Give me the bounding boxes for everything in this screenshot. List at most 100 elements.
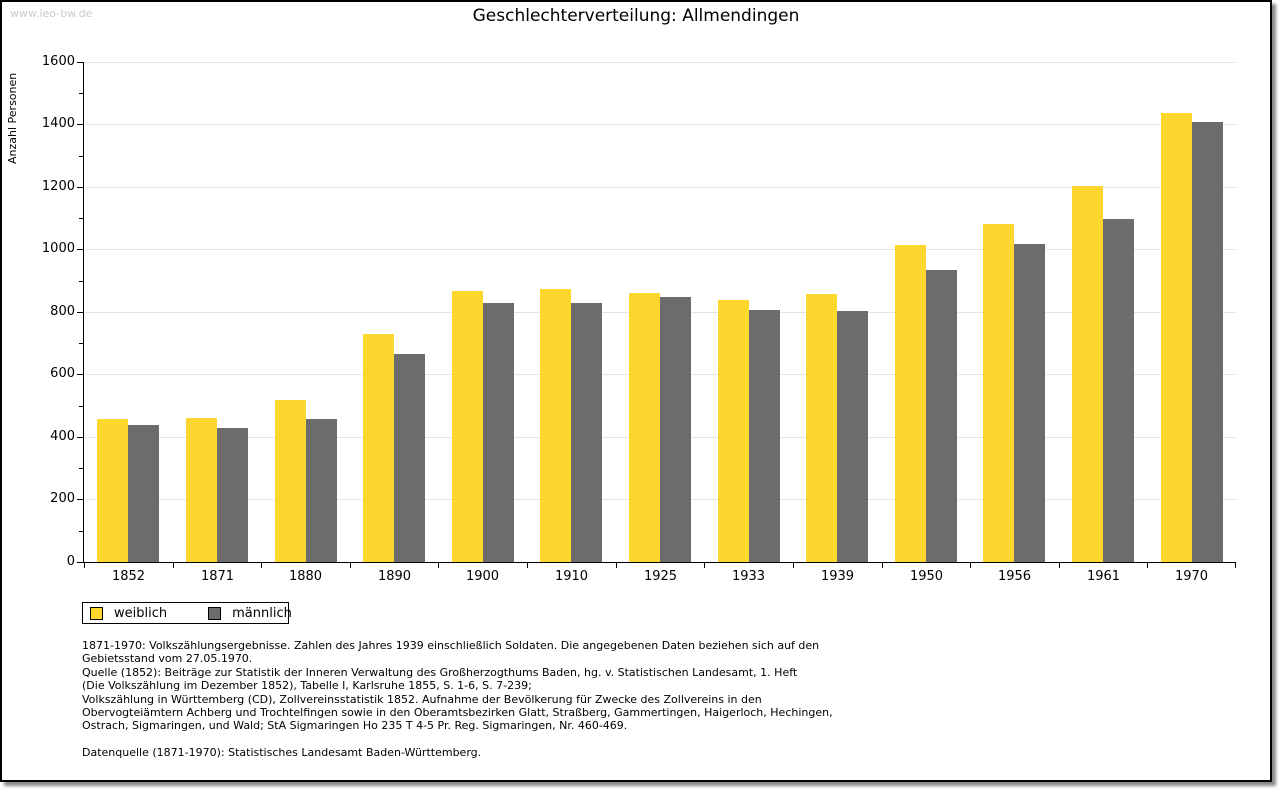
x-axis-label-1910: 1910: [554, 569, 589, 584]
legend: weiblich männlich: [82, 602, 292, 624]
bar-männlich-1956: [1014, 244, 1045, 562]
bar-männlich-1880: [306, 419, 337, 562]
footer-line-6: Obervogteiämtern Achberg und Trochtelfin…: [82, 706, 833, 720]
x-boundary-tick-13: [1235, 562, 1236, 568]
bar-männlich-1852: [128, 425, 159, 562]
y-major-tick-400: [77, 437, 84, 438]
x-axis-label-1956: 1956: [997, 569, 1032, 584]
y-minor-tick-700: [79, 343, 84, 344]
data-source-line: Datenquelle (1871-1970): Statistisches L…: [82, 746, 482, 759]
legend-label-weiblich: weiblich: [114, 605, 168, 621]
x-boundary-tick-10: [970, 562, 971, 568]
x-axis-label-1852: 1852: [111, 569, 146, 584]
y-major-tick-1200: [77, 187, 84, 188]
bar-männlich-1925: [660, 297, 691, 562]
y-tick-label-600: 600: [50, 366, 75, 381]
x-axis-label-1970: 1970: [1174, 569, 1209, 584]
y-major-tick-200: [77, 499, 84, 500]
footer-line-4: (Die Volkszählung im Dezember 1852), Tab…: [82, 679, 532, 693]
y-tick-label-1600: 1600: [41, 54, 75, 69]
bar-weiblich-1871: [186, 418, 217, 562]
plot-area: 0 200 400 600 800 1000 1200 1400 1600 1852 1871 188…: [42, 54, 1236, 584]
bar-männlich-1961: [1103, 219, 1134, 562]
watermark-url: www.leo-bw.de: [10, 7, 93, 20]
bar-männlich-1970: [1192, 122, 1223, 562]
x-boundary-tick-6: [616, 562, 617, 568]
bar-männlich-1950: [926, 270, 957, 562]
x-axis-label-1961: 1961: [1086, 569, 1121, 584]
y-tick-label-1200: 1200: [41, 179, 75, 194]
gridline-1600: [84, 62, 1236, 63]
y-major-tick-0: [77, 562, 84, 563]
bar-männlich-1890: [394, 354, 425, 562]
legend-swatch-weiblich-icon: [90, 606, 103, 620]
gridline-1400: [84, 124, 1236, 125]
y-major-tick-1400: [77, 124, 84, 125]
y-minor-tick-100: [79, 531, 84, 532]
bar-weiblich-1925: [629, 293, 660, 562]
chart-title: Geschlechterverteilung: Allmendingen: [472, 6, 800, 26]
bar-weiblich-1890: [363, 334, 394, 562]
y-major-tick-600: [77, 374, 84, 375]
bar-weiblich-1961: [1072, 186, 1103, 562]
x-boundary-tick-0: [84, 562, 85, 568]
y-major-tick-1600: [77, 62, 84, 63]
x-boundary-tick-5: [527, 562, 528, 568]
bar-weiblich-1956: [983, 224, 1014, 562]
y-minor-tick-300: [79, 468, 84, 469]
bar-weiblich-1933: [718, 300, 749, 562]
bar-weiblich-1939: [806, 294, 837, 562]
legend-item-maennlich: männlich: [208, 606, 292, 621]
x-axis-label-1880: 1880: [288, 569, 323, 584]
x-boundary-tick-2: [261, 562, 262, 568]
bar-weiblich-1970: [1161, 113, 1192, 562]
footer-notes: 1871-1970: Volkszählungsergebnisse. Zahl…: [82, 639, 833, 733]
legend-swatch-maennlich-icon: [208, 606, 222, 620]
y-tick-label-200: 200: [50, 491, 75, 506]
bar-männlich-1871: [217, 428, 248, 562]
legend-label-maennlich: männlich: [232, 605, 292, 621]
x-axis-label-1871: 1871: [200, 569, 235, 584]
x-boundary-tick-12: [1147, 562, 1148, 568]
x-axis-label-1933: 1933: [731, 569, 766, 584]
y-tick-label-400: 400: [50, 429, 75, 444]
x-boundary-tick-4: [438, 562, 439, 568]
y-tick-label-0: 0: [66, 554, 75, 569]
footer-line-1: 1871-1970: Volkszählungsergebnisse. Zahl…: [82, 639, 820, 652]
x-boundary-tick-11: [1059, 562, 1060, 568]
x-boundary-tick-1: [173, 562, 174, 568]
x-boundary-tick-3: [350, 562, 351, 568]
y-tick-label-1400: 1400: [41, 116, 75, 131]
bar-männlich-1933: [749, 310, 780, 562]
x-boundary-tick-9: [882, 562, 883, 568]
bar-weiblich-1910: [540, 289, 571, 562]
footer-line-5: Volkszählung in Württemberg (CD), Zollve…: [82, 692, 762, 706]
y-major-tick-800: [77, 312, 84, 313]
gridline-1000: [84, 249, 1236, 250]
bar-männlich-1939: [837, 311, 868, 562]
y-minor-tick-1300: [79, 156, 84, 157]
y-minor-tick-900: [79, 281, 84, 282]
x-boundary-tick-8: [793, 562, 794, 568]
y-tick-label-1000: 1000: [41, 241, 75, 256]
footer-line-2: Gebietsstand vom 27.05.1970.: [82, 652, 253, 666]
gridline-1200: [84, 187, 1236, 188]
bar-männlich-1910: [571, 303, 602, 562]
x-boundary-tick-7: [704, 562, 705, 568]
y-major-tick-1000: [77, 249, 84, 250]
y-axis-title: Anzahl Personen: [6, 72, 19, 164]
bar-weiblich-1950: [895, 245, 926, 562]
x-axis-label-1890: 1890: [377, 569, 412, 584]
x-axis-label-1950: 1950: [909, 569, 944, 584]
y-minor-tick-1100: [79, 218, 84, 219]
x-axis-label-1939: 1939: [820, 569, 855, 584]
footer-line-3: Quelle (1852): Beiträge zur Statistik de…: [82, 665, 798, 679]
y-minor-tick-500: [79, 406, 84, 407]
y-tick-label-800: 800: [50, 304, 75, 319]
y-minor-tick-1500: [79, 93, 84, 94]
bar-männlich-1900: [483, 303, 514, 562]
x-axis-label-1900: 1900: [465, 569, 500, 584]
x-axis-label-1925: 1925: [643, 569, 678, 584]
bar-weiblich-1852: [97, 419, 128, 562]
